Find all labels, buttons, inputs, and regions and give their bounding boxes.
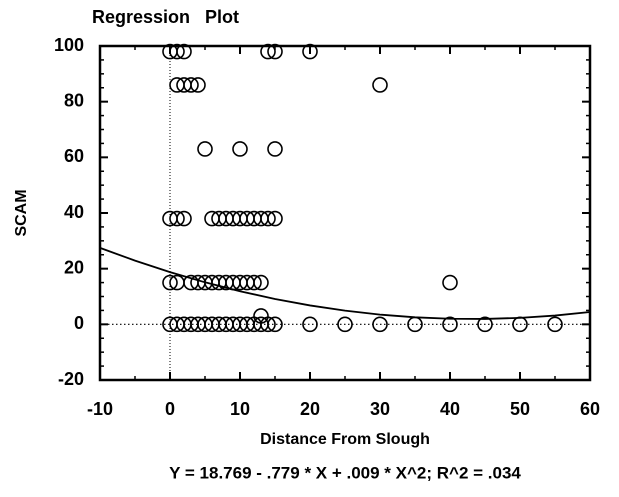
point [407, 316, 423, 333]
point [267, 210, 283, 227]
x-tick-label: 40 [440, 399, 460, 419]
point [302, 316, 318, 333]
point [232, 141, 248, 157]
point [190, 77, 206, 93]
point [267, 141, 283, 157]
point [197, 141, 213, 157]
x-tick-label: 20 [300, 399, 320, 419]
x-tick-label: 10 [230, 399, 250, 419]
y-tick-label: 100 [54, 35, 84, 55]
point [253, 308, 269, 324]
point [260, 210, 276, 227]
point [442, 316, 458, 333]
y-axis-label: SCAM [13, 189, 30, 236]
point [302, 43, 318, 60]
point [169, 43, 185, 60]
y-tick-label: 60 [64, 146, 84, 166]
point [372, 77, 388, 93]
y-tick-label: -20 [58, 369, 84, 389]
point [267, 316, 283, 333]
x-tick-label: -10 [87, 399, 113, 419]
y-tick-label: 80 [64, 90, 84, 110]
point [477, 316, 493, 333]
point [260, 43, 276, 60]
x-tick-label: 50 [510, 399, 530, 419]
point [267, 43, 283, 60]
point [547, 316, 563, 333]
point [246, 274, 262, 291]
y-tick-label: 40 [64, 202, 84, 222]
point [337, 316, 353, 333]
point [176, 43, 192, 60]
y-tick-label: 20 [64, 257, 84, 277]
chart-title: Regression Plot [92, 7, 239, 27]
y-tick-label: 0 [74, 313, 84, 333]
point [162, 274, 178, 291]
x-axis-label: Distance From Slough [260, 431, 430, 448]
point [169, 210, 185, 227]
point [253, 274, 269, 291]
x-tick-label: 60 [580, 399, 600, 419]
x-tick-label: 30 [370, 399, 390, 419]
regression-curve [99, 247, 591, 320]
point [442, 274, 458, 291]
point [176, 210, 192, 227]
x-tick-label: 0 [165, 399, 175, 419]
equation: Y = 18.769 - .779 * X + .009 * X^2; R^2 … [169, 463, 521, 482]
point [372, 316, 388, 333]
point [183, 77, 199, 93]
